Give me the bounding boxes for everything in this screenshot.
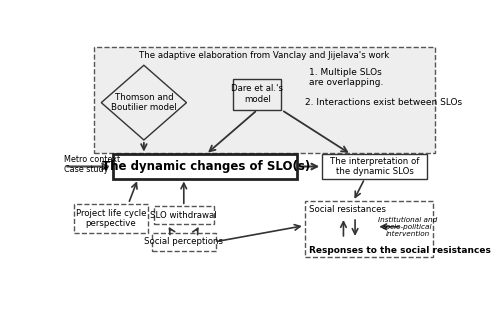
Text: The interpretation of
the dynamic SLOs: The interpretation of the dynamic SLOs [330, 157, 419, 176]
Text: The adaptive elaboration from Vanclay and Jijelava's work: The adaptive elaboration from Vanclay an… [139, 51, 389, 60]
Bar [322, 154, 427, 178]
Polygon shape [101, 65, 186, 140]
Bar [94, 47, 434, 153]
Bar [154, 206, 214, 224]
Bar [74, 204, 148, 233]
Bar [304, 202, 432, 257]
Text: Project life cycle
perspective: Project life cycle perspective [76, 209, 146, 228]
Text: Social resistances: Social resistances [308, 205, 386, 214]
Bar [233, 79, 281, 110]
Text: 2. Interactions exist between SLOs: 2. Interactions exist between SLOs [304, 98, 462, 107]
Text: Metro context: Metro context [64, 156, 120, 165]
Text: SLO withdrawal: SLO withdrawal [150, 211, 217, 220]
Text: Thomson and
Boutilier model: Thomson and Boutilier model [111, 93, 177, 112]
Text: Institutional and
socio-political
intervention: Institutional and socio-political interv… [378, 217, 437, 237]
Text: Dare et al.'s
model: Dare et al.'s model [232, 85, 283, 104]
Text: The dynamic changes of SLO(s): The dynamic changes of SLO(s) [102, 160, 310, 173]
Text: Case study: Case study [64, 165, 109, 174]
Bar [152, 233, 216, 251]
Text: Social perceptions: Social perceptions [144, 237, 224, 246]
Text: 1. Multiple SLOs: 1. Multiple SLOs [308, 68, 382, 77]
Bar [113, 154, 297, 178]
Text: are overlapping.: are overlapping. [308, 78, 383, 87]
Text: Responses to the social resistances: Responses to the social resistances [308, 246, 490, 255]
